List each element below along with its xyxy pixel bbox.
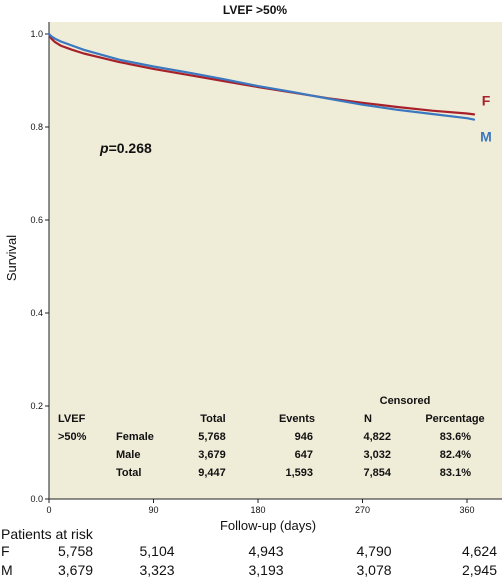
at-risk-value: 3,679 bbox=[58, 562, 94, 578]
table-header-cell: Events bbox=[279, 413, 315, 425]
y-tick-label: 0.0 bbox=[30, 494, 43, 504]
x-tick-label: 0 bbox=[46, 505, 51, 515]
table-cell: Female bbox=[116, 431, 154, 443]
x-tick-label: 180 bbox=[250, 505, 265, 515]
plot-area bbox=[49, 22, 502, 499]
at-risk-value: 5,758 bbox=[58, 543, 94, 559]
at-risk-row-label: M bbox=[1, 562, 13, 578]
table-cell: 5,768 bbox=[198, 431, 226, 443]
series-label-m: M bbox=[480, 129, 492, 145]
table-cell: 4,822 bbox=[363, 431, 391, 443]
series-line-f bbox=[47, 32, 476, 116]
table-cell: 83.6% bbox=[440, 431, 471, 443]
table-header-cell: Total bbox=[200, 413, 225, 425]
y-axis-label: Survival bbox=[4, 235, 19, 281]
table-group-label: >50% bbox=[58, 431, 87, 443]
labels-layer: F Mp=0.268 Censored LVEF Total Events N Percent… bbox=[58, 92, 492, 479]
at-risk-title: Patients at risk bbox=[1, 526, 93, 542]
y-tick-label: 0.6 bbox=[30, 215, 43, 225]
x-tick-label: 90 bbox=[148, 505, 158, 515]
table-cell: 9,447 bbox=[198, 467, 226, 479]
at-risk-value: 4,624 bbox=[461, 543, 497, 559]
table-censored-header: Censored bbox=[380, 395, 431, 407]
y-tick-label: 1.0 bbox=[30, 29, 43, 39]
series-line-m bbox=[47, 32, 476, 121]
at-risk-value: 5,104 bbox=[139, 543, 175, 559]
table-cell: 647 bbox=[295, 449, 313, 461]
at-risk-value: 3,078 bbox=[356, 562, 392, 578]
table-header-cell: Percentage bbox=[425, 413, 484, 425]
at-risk-row-label: F bbox=[1, 543, 10, 559]
x-tick-label: 360 bbox=[459, 505, 474, 515]
table-cell: 3,679 bbox=[198, 449, 226, 461]
p-value-annotation: p=0.268 bbox=[99, 140, 152, 156]
at-risk-value: 3,193 bbox=[248, 562, 284, 578]
series-layer bbox=[47, 32, 476, 121]
table-cell: 82.4% bbox=[440, 449, 471, 461]
table-header-cell: LVEF bbox=[58, 413, 86, 425]
chart-title: LVEF >50% bbox=[223, 3, 287, 17]
at-risk-value: 3,323 bbox=[139, 562, 175, 578]
table-cell: 946 bbox=[295, 431, 313, 443]
x-tick-label: 270 bbox=[355, 505, 370, 515]
y-tick-label: 0.8 bbox=[30, 122, 43, 132]
table-header-cell: N bbox=[364, 413, 372, 425]
at-risk-value: 2,945 bbox=[461, 562, 497, 578]
x-axis-label: Follow-up (days) bbox=[220, 518, 316, 533]
table-cell: 7,854 bbox=[363, 467, 391, 479]
axes: 0.0 0.2 0.4 0.6 0.8 1.0 0 90 180 270 360 bbox=[30, 22, 502, 515]
table-cell: 1,593 bbox=[285, 467, 313, 479]
y-tick-label: 0.4 bbox=[30, 308, 43, 318]
table-cell: Male bbox=[116, 449, 140, 461]
y-tick-label: 0.2 bbox=[30, 401, 43, 411]
at-risk-value: 4,943 bbox=[248, 543, 284, 559]
table-cell: 3,032 bbox=[363, 449, 391, 461]
at-risk-value: 4,790 bbox=[356, 543, 392, 559]
table-cell: Total bbox=[116, 467, 141, 479]
series-label-f: F bbox=[482, 92, 491, 108]
table-cell: 83.1% bbox=[440, 467, 471, 479]
